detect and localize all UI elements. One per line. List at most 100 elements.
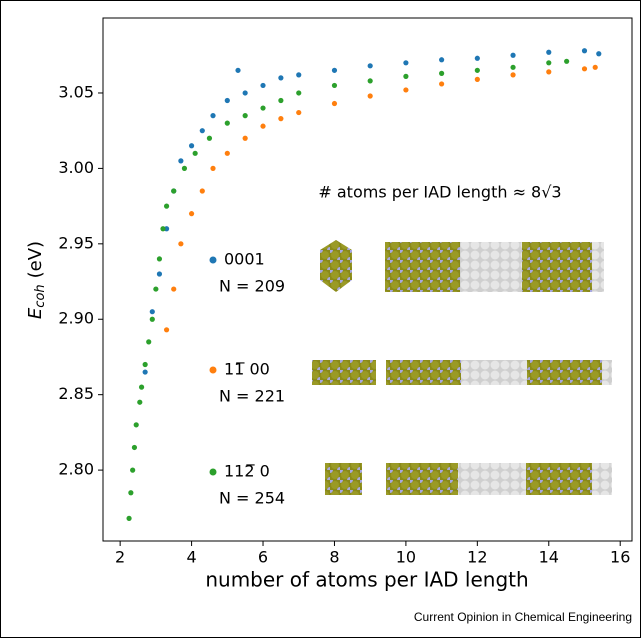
point <box>163 203 170 209</box>
slab <box>325 463 362 495</box>
y-tick-label: 3.00 <box>58 158 94 177</box>
slab <box>386 463 458 495</box>
y-label-unit: (eV) <box>25 241 46 278</box>
point <box>278 116 284 122</box>
point <box>126 515 132 521</box>
x-tick-label: 14 <box>539 548 559 567</box>
y-tick-label: 2.90 <box>58 309 94 328</box>
series-note: N = 254 <box>219 489 285 508</box>
point <box>510 52 516 58</box>
x-tick-label: 12 <box>467 548 487 567</box>
point <box>546 60 552 66</box>
point <box>163 327 170 333</box>
y-tick-label: 2.80 <box>58 460 94 479</box>
x-axis-label: number of atoms per IAD length <box>205 568 528 592</box>
point <box>296 90 302 96</box>
point <box>142 369 148 375</box>
point <box>439 57 445 63</box>
point <box>210 165 216 171</box>
point <box>564 58 570 64</box>
y-tick-label: 3.05 <box>58 82 94 101</box>
point <box>331 82 338 89</box>
slab <box>458 463 526 495</box>
point <box>138 384 145 390</box>
point <box>260 105 266 111</box>
x-tick-label: 8 <box>329 548 339 567</box>
point <box>439 81 445 87</box>
point <box>367 78 373 84</box>
cluster <box>320 240 352 292</box>
point <box>153 286 159 292</box>
point <box>142 361 148 368</box>
point <box>439 70 445 76</box>
point <box>224 120 230 126</box>
slab <box>526 463 592 495</box>
point <box>278 97 284 104</box>
point <box>331 67 338 73</box>
point <box>596 51 602 57</box>
slab <box>385 242 460 292</box>
point <box>171 188 177 194</box>
point <box>367 63 373 69</box>
x-tick-label: 4 <box>186 548 196 567</box>
y-label-symbol: E <box>25 307 46 319</box>
source: Current Opinion in Chemical Engineering <box>414 610 632 624</box>
point <box>581 66 588 72</box>
x-tick-label: 16 <box>610 548 630 567</box>
point <box>181 165 188 171</box>
point <box>149 309 155 315</box>
point <box>581 48 588 54</box>
series-note: N = 209 <box>219 277 285 296</box>
slab <box>460 242 522 292</box>
plot-area <box>126 48 602 521</box>
point <box>260 123 266 129</box>
slab <box>527 360 602 385</box>
slab <box>602 360 612 385</box>
point <box>131 444 138 451</box>
point <box>128 490 134 496</box>
point <box>146 339 152 345</box>
point <box>206 135 213 141</box>
legend-marker <box>209 366 217 374</box>
point <box>242 135 248 141</box>
y-label-subscript: coh <box>33 284 48 307</box>
point <box>199 188 205 194</box>
point <box>510 72 516 78</box>
slab <box>461 360 527 385</box>
point <box>278 75 284 81</box>
point <box>260 82 266 89</box>
slab <box>592 242 604 292</box>
point <box>137 399 143 405</box>
y-tick-label: 2.85 <box>58 384 94 403</box>
legend-label: 0001 <box>224 250 265 269</box>
point <box>163 226 170 232</box>
x-tick-label: 10 <box>396 548 416 567</box>
point <box>474 76 480 82</box>
legend-marker <box>209 256 217 264</box>
point <box>178 241 184 247</box>
point <box>403 87 409 93</box>
point <box>403 60 409 66</box>
point <box>188 143 195 149</box>
slab <box>312 360 376 385</box>
point <box>474 67 480 73</box>
point <box>367 93 373 99</box>
x-tick-label: 6 <box>258 548 268 567</box>
point <box>149 316 155 322</box>
legend-label: 11̅ 00 <box>224 360 270 379</box>
point <box>133 422 139 428</box>
slab <box>522 242 592 292</box>
point <box>178 158 184 164</box>
annotation: # atoms per IAD length ≈ 8√3 <box>318 183 561 202</box>
legend-marker <box>209 468 217 476</box>
point <box>546 69 552 75</box>
legend-label: 112̅ 0 <box>224 462 270 481</box>
point <box>160 226 166 232</box>
point <box>403 73 409 79</box>
point <box>592 64 598 70</box>
point <box>242 90 248 96</box>
x-tick-label: 2 <box>115 548 125 567</box>
axes-frame <box>102 17 633 542</box>
